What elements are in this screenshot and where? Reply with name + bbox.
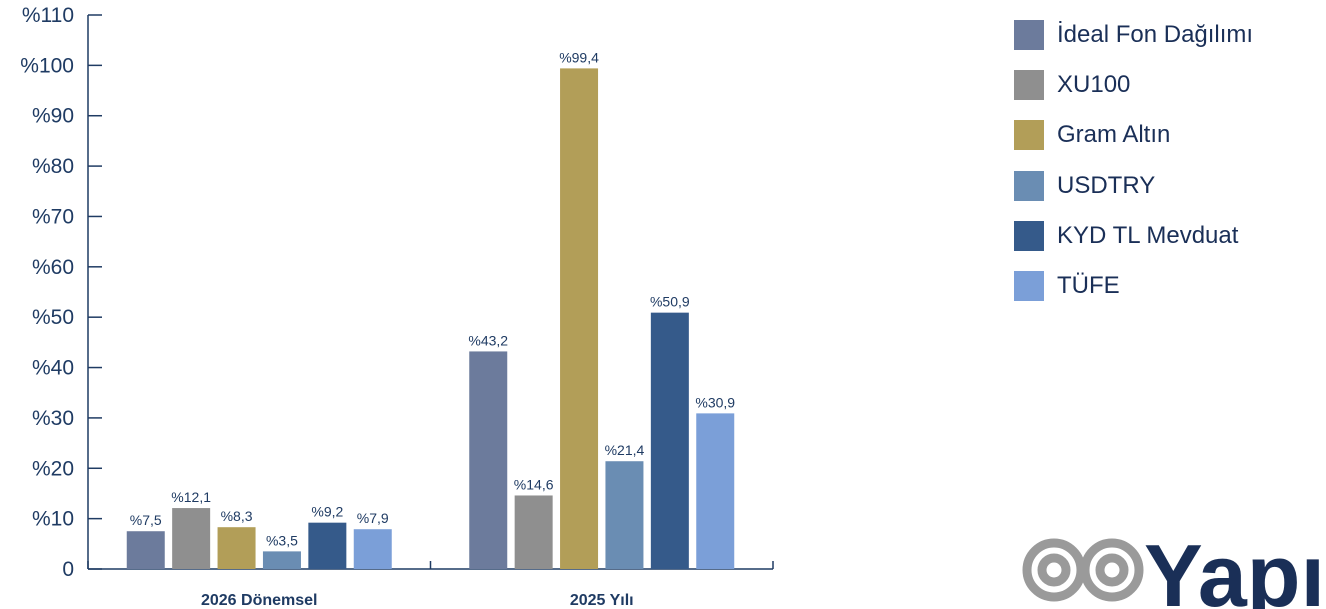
legend-swatch bbox=[1014, 19, 1044, 50]
data-label: %21,4 bbox=[605, 442, 645, 458]
legend-swatch bbox=[1014, 120, 1044, 151]
y-axis: 0 %10 %20 %30 %40 %50 %60 %70 %80 %90 %100 %110 bbox=[20, 4, 102, 581]
bar bbox=[605, 461, 644, 569]
legend-label: İdeal Fon Dağılımı bbox=[1057, 20, 1254, 48]
data-label: %8,3 bbox=[221, 508, 253, 524]
y-tick-label: %30 bbox=[32, 407, 74, 430]
legend-label: XU100 bbox=[1057, 70, 1131, 98]
data-label: %12,1 bbox=[171, 489, 211, 505]
bar bbox=[353, 529, 392, 569]
legend-label: TÜFE bbox=[1057, 272, 1120, 300]
legend-item: KYD TL Mevduat bbox=[1014, 221, 1253, 252]
legend-swatch bbox=[1014, 221, 1044, 252]
legend-label: USDTRY bbox=[1057, 171, 1156, 199]
data-label: %14,6 bbox=[514, 476, 554, 492]
data-label: %3,5 bbox=[266, 532, 298, 548]
legend-item: USDTRY bbox=[1014, 170, 1253, 201]
category-label: 2026 Dönemsel bbox=[201, 592, 318, 609]
legend-item: İdeal Fon Dağılımı bbox=[1014, 19, 1254, 50]
legend-label: Gram Altın bbox=[1057, 121, 1171, 149]
data-label: %99,4 bbox=[559, 49, 599, 65]
y-tick-label: %60 bbox=[32, 256, 74, 279]
data-label: %7,5 bbox=[130, 512, 162, 528]
data-label: %43,2 bbox=[468, 332, 508, 348]
y-tick-label: %20 bbox=[32, 457, 74, 480]
bar bbox=[217, 527, 256, 569]
bar bbox=[172, 508, 211, 569]
y-tick-label: %10 bbox=[32, 508, 74, 531]
data-label: %9,2 bbox=[311, 504, 343, 520]
yapi-kredi-logo-mark: Yapı bbox=[1022, 526, 1325, 609]
legend-item: Gram Altın bbox=[1014, 120, 1253, 151]
bar bbox=[650, 312, 689, 569]
data-labels: %7,5 %12,1 %8,3 %3,5 %9,2 %7,9 %43,2 %14,6 %99,4… bbox=[130, 49, 736, 548]
y-tick-label: %70 bbox=[32, 205, 74, 228]
legend-item: TÜFE bbox=[1014, 271, 1253, 302]
bar bbox=[560, 68, 599, 570]
legend-swatch bbox=[1014, 69, 1044, 100]
y-tick-label: 0 bbox=[62, 558, 74, 581]
legend: İdeal Fon Dağılımı XU100 Gram Altın USDTRY K… bbox=[1014, 19, 1254, 324]
data-label: %7,9 bbox=[357, 510, 389, 526]
data-label: %30,9 bbox=[695, 394, 735, 410]
y-tick-label: %50 bbox=[32, 306, 74, 329]
category-label: 2025 Yılı bbox=[570, 592, 634, 609]
y-tick-label: %110 bbox=[22, 4, 74, 27]
legend-label: KYD TL Mevduat bbox=[1057, 222, 1239, 250]
y-tick-label: %80 bbox=[32, 155, 74, 178]
legend-item: XU100 bbox=[1014, 69, 1253, 100]
bar bbox=[262, 551, 301, 569]
legend-swatch bbox=[1014, 170, 1044, 201]
bar bbox=[514, 495, 553, 569]
bars bbox=[126, 68, 735, 570]
bar bbox=[696, 413, 735, 569]
y-tick-label: %90 bbox=[32, 105, 74, 128]
bar bbox=[308, 522, 347, 569]
y-tick-label: %100 bbox=[20, 54, 74, 77]
data-label: %50,9 bbox=[650, 294, 690, 310]
logo-wordmark: Yapı bbox=[1144, 526, 1325, 609]
bar bbox=[126, 531, 165, 569]
legend-swatch bbox=[1014, 271, 1044, 302]
yapi-kredi-logo: Yapı bbox=[1010, 518, 1326, 609]
bar bbox=[469, 351, 508, 569]
y-tick-label: %40 bbox=[32, 357, 74, 380]
